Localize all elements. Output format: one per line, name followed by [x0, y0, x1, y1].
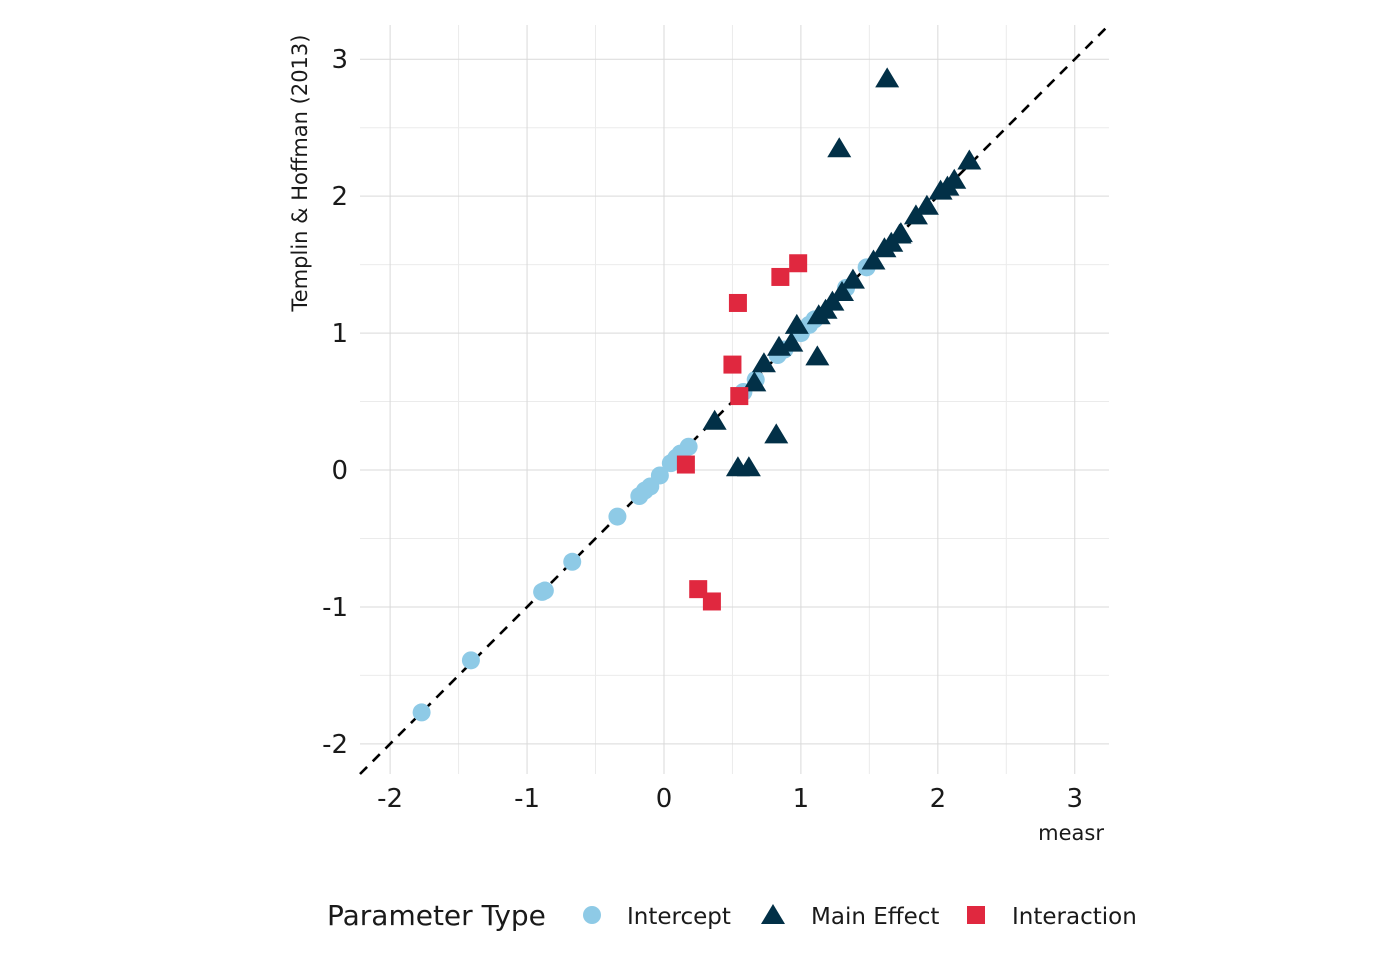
x-tick-label: -2 [377, 784, 403, 814]
intercept-point [563, 552, 582, 571]
main-effect-point [784, 313, 809, 334]
main-effect-point [875, 67, 900, 88]
x-tick-label: 2 [930, 784, 947, 814]
main-effect-point [764, 423, 789, 444]
minor-grid [360, 25, 1109, 774]
intercept-point [412, 703, 431, 722]
main-effect-point [742, 371, 767, 392]
y-axis-ticks: -2 -1 0 1 2 3 [322, 45, 348, 760]
y-tick-label: -2 [322, 730, 348, 760]
main-effect-point [829, 281, 854, 302]
data-points [412, 67, 982, 722]
intercept-point [533, 582, 552, 601]
x-tick-label: 1 [793, 784, 810, 814]
legend-key-main-effect [761, 904, 785, 924]
x-axis-ticks: -2 -1 0 1 2 3 [377, 784, 1083, 814]
legend-label-interaction: Interaction [1012, 904, 1137, 930]
y-tick-label: 2 [331, 182, 348, 212]
main-effect-point [751, 352, 776, 373]
legend-key-interaction [967, 906, 985, 924]
main-effect-point [861, 249, 886, 270]
intercept-point [679, 437, 698, 456]
interaction-point [771, 267, 790, 286]
y-axis-title: Templin & Hoffman (2013) [288, 35, 312, 313]
main-effect-point [888, 222, 913, 243]
main-effect-point [779, 331, 804, 352]
major-grid [360, 25, 1109, 774]
interaction-point [723, 355, 742, 374]
y-tick-label: -1 [322, 593, 348, 623]
main-effect-point [942, 168, 967, 189]
main-effect-point [957, 149, 982, 170]
intercept-point [461, 651, 480, 670]
intercept-point [650, 466, 669, 485]
legend-label-intercept: Intercept [627, 904, 731, 930]
interaction-point [789, 254, 808, 273]
legend-title: Parameter Type [327, 899, 546, 932]
interaction-point [689, 580, 708, 599]
interaction-point [728, 293, 747, 312]
main-effect-point [914, 194, 939, 215]
main-effect-point [736, 456, 761, 477]
legend-items: Intercept Main Effect Interaction [583, 904, 1137, 930]
interaction-point [702, 592, 721, 611]
interaction-point [730, 387, 749, 406]
x-tick-label: 0 [656, 784, 673, 814]
legend-key-intercept [583, 906, 601, 924]
main-effect-point [840, 268, 865, 289]
y-tick-label: 3 [331, 45, 348, 75]
x-axis-title: measr [1038, 821, 1104, 845]
interaction-point [676, 455, 695, 474]
x-tick-label: -1 [514, 784, 540, 814]
legend: Parameter Type Intercept Main Effect Inter… [327, 899, 1137, 932]
main-effect-point [827, 137, 852, 158]
x-tick-label: 3 [1066, 784, 1083, 814]
main-effect-point [702, 409, 727, 430]
main-effect-point [805, 345, 830, 366]
intercept-point [608, 507, 627, 526]
y-tick-label: 1 [331, 319, 348, 349]
y-tick-label: 0 [331, 456, 348, 486]
legend-label-main-effect: Main Effect [811, 904, 939, 930]
